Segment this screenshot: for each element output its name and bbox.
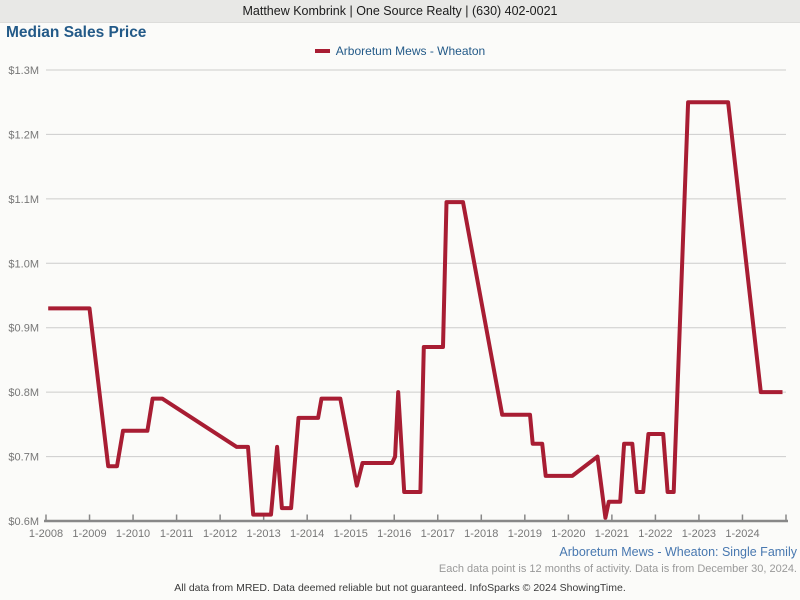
legend-series-label: Arboretum Mews - Wheaton: [335, 44, 486, 58]
y-axis-tick-label: $0.6M: [8, 516, 39, 528]
x-axis-tick-label: 1-2011: [160, 528, 193, 540]
y-axis-tick-label: $1.2M: [8, 129, 39, 141]
agent-header-band: Matthew Kombrink | One Source Realty | (…: [0, 0, 800, 23]
x-axis-tick-label: 1-2014: [290, 528, 324, 540]
x-axis-tick-label: 1-2023: [682, 528, 716, 540]
x-axis-tick-label: 1-2018: [464, 528, 498, 540]
legend-line-swatch: [314, 49, 330, 53]
x-axis-tick-label: 1-2013: [247, 528, 281, 540]
x-axis-tick-label: 1-2017: [421, 528, 455, 540]
x-axis-tick-label: 1-2012: [203, 528, 237, 540]
x-axis-tick-label: 1-2016: [377, 528, 411, 540]
chart-legend[interactable]: Arboretum Mews - Wheaton: [0, 43, 800, 59]
x-axis-tick-label: 1-2010: [116, 528, 150, 540]
agent-contact-info: Matthew Kombrink | One Source Realty | (…: [242, 4, 558, 18]
series-type-label: Arboretum Mews - Wheaton: Single Family: [559, 545, 797, 559]
y-axis-tick-label: $1.3M: [8, 65, 39, 77]
x-axis-tick-label: 1-2022: [638, 528, 672, 540]
chart-svg: $0.6M $0.7M $0.8M $0.9M $1.0M $1.1M $1.2M $1.3M…: [8, 65, 788, 540]
x-axis-tick-label: 1-2020: [551, 528, 585, 540]
y-axis-tick-label: $1.0M: [8, 258, 39, 270]
y-axis-tick-label: $0.8M: [8, 387, 39, 399]
mred-disclaimer: All data from MRED. Data deemed reliable…: [174, 582, 626, 594]
data-point-note: Each data point is 12 months of activity…: [438, 563, 797, 575]
y-axis-tick-label: $1.1M: [8, 194, 39, 206]
x-axis-tick-label: 1-2009: [72, 528, 106, 540]
median-sales-price-line: [48, 100, 783, 520]
x-axis-tick-label: 1-2024: [725, 528, 759, 540]
x-axis-tick-label: 1-2019: [508, 528, 542, 540]
y-axis-tick-label: $0.9M: [8, 323, 39, 335]
x-axis-tick-label: 1-2008: [29, 528, 63, 540]
page-title: Median Sales Price: [6, 24, 147, 41]
x-axis-tick-label: 1-2015: [334, 528, 368, 540]
y-axis-tick-label: $0.7M: [8, 452, 39, 464]
x-axis-tick-label: 1-2021: [595, 528, 629, 540]
